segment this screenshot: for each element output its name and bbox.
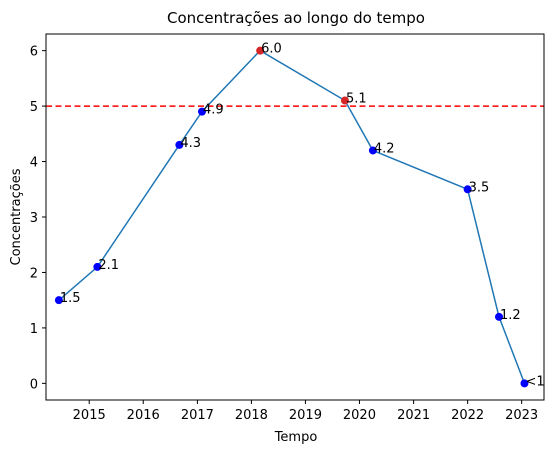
- data-label: 5.1: [346, 92, 367, 107]
- y-tick-label: 5: [30, 100, 38, 115]
- x-tick-label: 2015: [73, 408, 106, 423]
- y-tick-label: 1: [30, 322, 38, 337]
- data-label: 1.5: [60, 291, 81, 306]
- data-label: 4.9: [203, 103, 224, 118]
- y-axis-label: Concentrações: [9, 168, 24, 265]
- data-label: 4.2: [374, 141, 395, 156]
- x-tick-label: 2018: [235, 408, 268, 423]
- y-tick-label: 2: [30, 266, 38, 281]
- x-tick-label: 2022: [451, 408, 484, 423]
- data-label: 6.0: [261, 42, 282, 57]
- y-tick-label: 3: [30, 211, 38, 226]
- plot-area: 1.5 2.1 4.3 4.9 6.0 5.1 4.2 3.5 1.2 <1: [46, 42, 545, 389]
- data-point: [197, 107, 206, 116]
- x-tick-label: 2023: [505, 408, 538, 423]
- data-label: 1.2: [500, 308, 521, 323]
- data-label: 3.5: [469, 180, 490, 195]
- y-tick-label: 6: [30, 45, 38, 60]
- data-point: [256, 46, 265, 55]
- data-label: 4.3: [180, 136, 201, 151]
- data-point: [175, 140, 184, 149]
- x-axis: 2015 2016 2017 2018 2019 2020 2021 2022 2023: [73, 400, 538, 423]
- plot-frame: [45, 33, 545, 401]
- series-line: [58, 49, 526, 384]
- data-point: [54, 296, 63, 305]
- x-tick-label: 2021: [397, 408, 430, 423]
- data-point: [520, 379, 529, 388]
- x-tick-label: 2020: [343, 408, 376, 423]
- data-point: [340, 96, 349, 105]
- x-tick-label: 2017: [181, 408, 214, 423]
- y-tick-label: 0: [30, 377, 38, 392]
- data-label: 2.1: [98, 258, 119, 273]
- y-axis: 0 1 2 3 4 5 6: [30, 45, 46, 392]
- chart-title: Concentrações ao longo do tempo: [167, 9, 425, 27]
- y-tick-label: 4: [30, 156, 38, 171]
- data-point: [368, 146, 377, 155]
- data-label: <1: [525, 374, 544, 389]
- x-tick-label: 2019: [289, 408, 322, 423]
- data-point: [495, 312, 504, 321]
- x-axis-label: Tempo: [274, 430, 318, 445]
- data-point: [463, 185, 472, 194]
- x-tick-label: 2016: [127, 408, 160, 423]
- data-point: [93, 262, 102, 271]
